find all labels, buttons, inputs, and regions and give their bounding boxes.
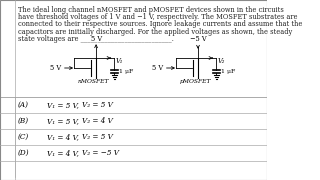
Text: V₂ = 5 V: V₂ = 5 V: [82, 101, 113, 109]
Text: pMOSFET: pMOSFET: [180, 79, 211, 84]
Text: nMOSFET: nMOSFET: [78, 79, 109, 84]
Text: (B): (B): [18, 117, 29, 125]
Text: (D): (D): [18, 149, 29, 157]
Text: V₂: V₂: [217, 57, 225, 65]
Text: V₂ = 4 V: V₂ = 4 V: [82, 117, 113, 125]
Text: V₂ = 5 V: V₂ = 5 V: [82, 133, 113, 141]
Text: V₁ = 5 V,: V₁ = 5 V,: [47, 117, 79, 125]
Text: state voltages are ___________________________.: state voltages are _____________________…: [18, 35, 173, 43]
Text: V₁: V₁: [115, 57, 123, 65]
Text: connected to their respective sources. Ignore leakage currents and assume that t: connected to their respective sources. I…: [18, 20, 302, 28]
Text: 1 μF: 1 μF: [119, 69, 133, 74]
Text: V₁ = 4 V,: V₁ = 4 V,: [47, 133, 79, 141]
Text: (C): (C): [18, 133, 29, 141]
Text: V₁ = 4 V,: V₁ = 4 V,: [47, 149, 79, 157]
Text: have threshold voltages of 1 V and −1 V, respectively. The MOSFET substrates are: have threshold voltages of 1 V and −1 V,…: [18, 13, 297, 21]
Text: 5 V: 5 V: [152, 64, 163, 72]
Text: V₁ = 5 V,: V₁ = 5 V,: [47, 101, 79, 109]
Text: −5 V: −5 V: [190, 35, 206, 43]
Text: 1 μF: 1 μF: [220, 69, 235, 74]
Text: capacitors are initially discharged. For the applied voltages as shown, the stea: capacitors are initially discharged. For…: [18, 28, 292, 36]
Text: 5 V: 5 V: [91, 35, 102, 43]
Text: The ideal long channel nMOSFET and pMOSFET devices shown in the circuits: The ideal long channel nMOSFET and pMOSF…: [18, 6, 283, 14]
Text: V₂ = −5 V: V₂ = −5 V: [82, 149, 119, 157]
Text: 5 V: 5 V: [50, 64, 61, 72]
Text: (A): (A): [18, 101, 28, 109]
